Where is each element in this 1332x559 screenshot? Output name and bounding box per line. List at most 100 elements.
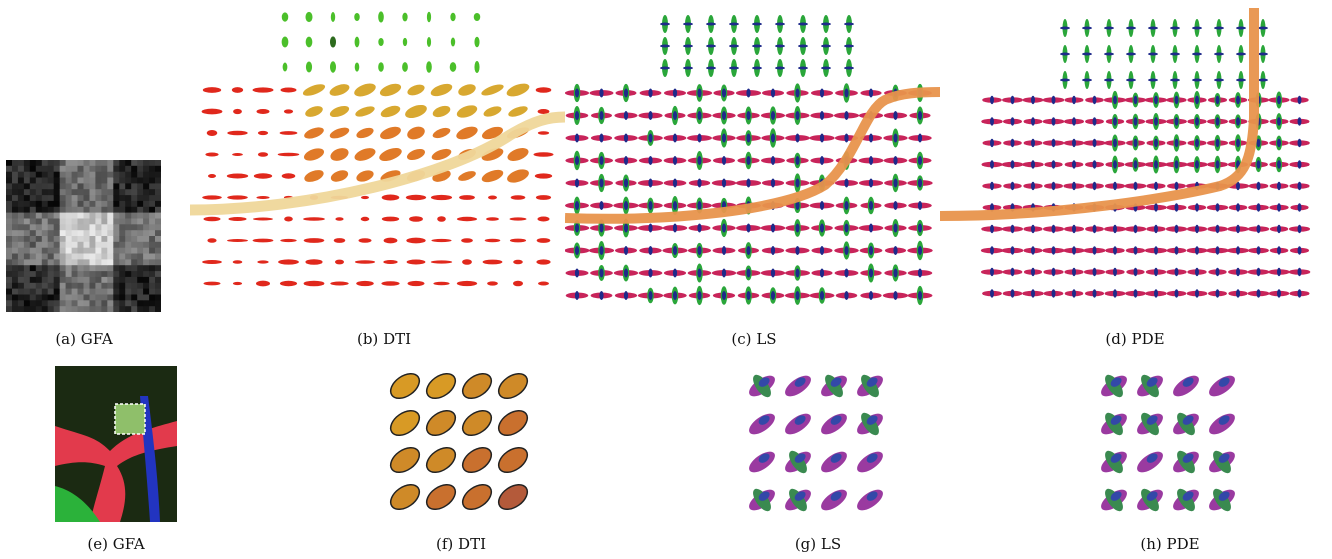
odf-glyph	[818, 410, 851, 439]
odf-glyph	[1248, 246, 1269, 254]
odf-glyph	[844, 15, 854, 33]
fiber-tract	[565, 92, 940, 219]
tensor-ellipsoid	[386, 443, 424, 478]
tensor-ellipsoid	[480, 82, 505, 98]
odf-glyph	[1125, 225, 1147, 233]
tensor-ellipsoid	[304, 238, 325, 243]
odf-glyph	[1227, 225, 1248, 233]
tensor-ellipsoid	[335, 217, 343, 221]
odf-glyph	[712, 219, 735, 237]
odf-glyph	[664, 134, 687, 143]
roi-box	[115, 404, 145, 434]
odf-glyph	[1085, 225, 1104, 233]
odf-glyph	[782, 410, 815, 439]
odf-glyph	[907, 241, 933, 260]
odf-glyph	[1166, 92, 1186, 109]
tensor-ellipsoid	[207, 130, 218, 136]
odf-glyph	[785, 265, 810, 281]
tensor-ellipsoid	[381, 281, 399, 286]
odf-glyph	[1214, 19, 1224, 37]
tensor-ellipsoid	[437, 216, 446, 222]
odf-glyph	[884, 156, 908, 165]
odf-glyph	[590, 201, 613, 210]
odf-glyph	[1289, 225, 1310, 233]
odf-glyph	[982, 139, 1001, 147]
tensor-ellipsoid	[302, 82, 327, 98]
caption-g: (g) LS	[795, 535, 841, 553]
odf-glyph	[688, 151, 711, 170]
tensor-ellipsoid	[378, 62, 384, 72]
odf-glyph	[729, 37, 739, 55]
odf-glyph	[884, 264, 906, 281]
tensor-ellipsoid	[431, 126, 451, 140]
odf-glyph	[775, 59, 785, 77]
odf-glyph	[835, 269, 859, 278]
tensor-ellipsoid	[202, 260, 222, 264]
odf-glyph	[1289, 268, 1311, 276]
tensor-ellipsoid	[202, 109, 223, 115]
odf-glyph	[785, 246, 809, 255]
panel-e-color-fa	[55, 366, 177, 522]
tensor-ellipsoid	[258, 152, 268, 157]
tensor-ellipsoid	[488, 196, 497, 200]
odf-glyph	[821, 15, 831, 33]
odf-glyph	[1003, 289, 1023, 297]
tensor-ellipsoid	[536, 87, 552, 93]
odf-glyph	[1145, 246, 1167, 254]
tensor-ellipsoid	[422, 443, 460, 478]
caption-a-name: GFA	[81, 330, 113, 348]
tensor-ellipsoid	[494, 480, 532, 515]
tensor-ellipsoid	[402, 62, 408, 72]
tensor-ellipsoid	[506, 145, 531, 163]
tensor-ellipsoid	[353, 146, 377, 164]
tensor-ellipsoid	[458, 480, 496, 515]
odf-glyph	[1125, 289, 1146, 297]
tensor-ellipsoid	[386, 480, 424, 515]
tensor-ellipsoid	[233, 260, 243, 264]
odf-glyph	[1258, 45, 1268, 63]
tensor-ellipsoid	[450, 62, 457, 72]
odf-glyph	[1126, 19, 1136, 37]
tensor-ellipsoid	[256, 196, 269, 199]
tensor-ellipsoid	[256, 281, 270, 287]
caption-h: (h) PDE	[1140, 535, 1199, 553]
tensor-ellipsoid	[383, 260, 397, 264]
odf-glyph	[660, 15, 670, 33]
odf-glyph	[1084, 246, 1106, 254]
odf-glyph	[1206, 246, 1228, 254]
odf-glyph	[639, 246, 662, 255]
tensor-ellipsoid	[535, 173, 552, 178]
odf-glyph	[1207, 225, 1227, 233]
panel-f-dti-grid	[385, 368, 535, 516]
odf-glyph	[1289, 160, 1309, 168]
odf-glyph	[1105, 246, 1124, 254]
odf-glyph	[860, 243, 883, 259]
tensor-ellipsoid	[459, 195, 475, 200]
odf-glyph	[850, 368, 889, 405]
odf-glyph	[1085, 96, 1104, 104]
tensor-ellipsoid	[457, 281, 477, 286]
tensor-ellipsoid	[204, 282, 221, 286]
odf-glyph	[1166, 443, 1205, 482]
odf-glyph	[1248, 225, 1269, 233]
fiber-tract	[190, 117, 565, 210]
odf-glyph	[1044, 160, 1062, 168]
odf-glyph	[778, 443, 817, 482]
ls-odf-field	[565, 10, 940, 315]
odf-glyph	[1167, 289, 1187, 297]
odf-glyph	[1214, 71, 1224, 89]
odf-glyph	[706, 15, 716, 33]
tensor-ellipsoid	[402, 13, 407, 22]
odf-glyph	[908, 269, 933, 278]
odf-glyph	[1104, 19, 1114, 37]
tensor-ellipsoid	[483, 260, 503, 265]
odf-glyph	[1290, 117, 1310, 125]
odf-glyph	[821, 59, 831, 77]
odf-glyph	[1003, 117, 1022, 125]
tensor-ellipsoid	[458, 443, 496, 478]
odf-glyph	[591, 107, 612, 124]
tensor-ellipsoid	[253, 218, 273, 221]
tensor-ellipsoid	[282, 37, 289, 48]
odf-glyph	[1104, 71, 1114, 89]
tensor-ellipsoid	[534, 152, 554, 157]
